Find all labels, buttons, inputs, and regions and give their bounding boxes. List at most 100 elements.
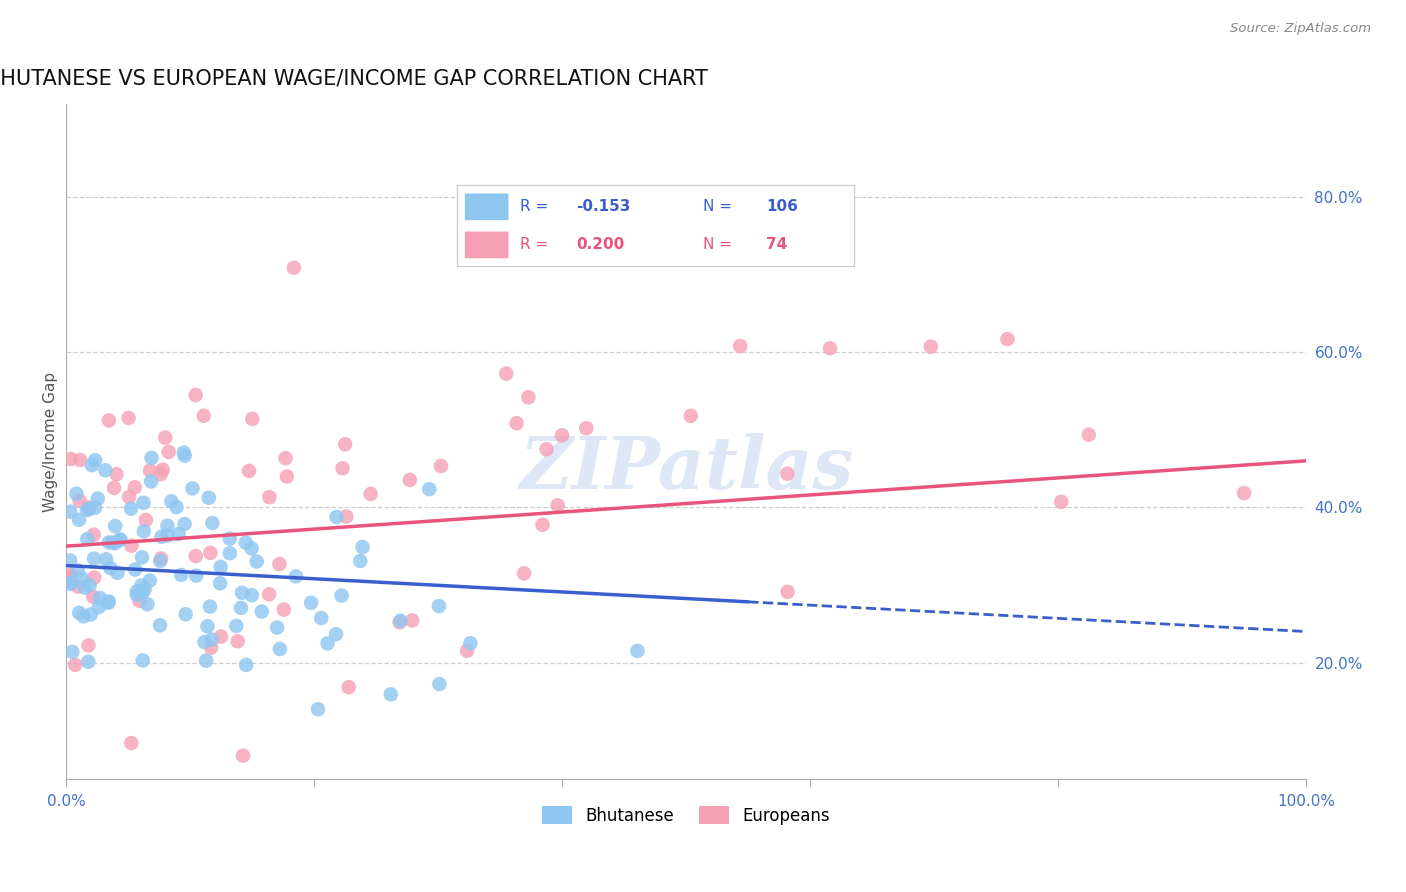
- Point: [124, 562, 146, 576]
- Point: [117, 411, 139, 425]
- Point: [128, 594, 150, 608]
- Point: [149, 467, 172, 482]
- Point: [456, 643, 478, 657]
- Point: [77, 639, 100, 653]
- Point: [209, 576, 232, 591]
- Point: [73, 609, 96, 624]
- Point: [388, 615, 411, 630]
- Point: [132, 496, 155, 510]
- Point: [166, 500, 188, 514]
- Point: [131, 550, 153, 565]
- Point: [197, 619, 219, 633]
- Point: [547, 498, 569, 512]
- Point: [226, 634, 249, 648]
- Text: Source: ZipAtlas.com: Source: ZipAtlas.com: [1230, 22, 1371, 36]
- Point: [136, 597, 159, 611]
- Point: [193, 635, 215, 649]
- Point: [284, 569, 307, 583]
- Point: [132, 653, 155, 667]
- Text: ZIPatlas: ZIPatlas: [519, 433, 853, 504]
- Point: [626, 644, 648, 658]
- Point: [269, 557, 291, 571]
- Point: [174, 607, 197, 622]
- Point: [238, 464, 260, 478]
- Point: [229, 600, 252, 615]
- Point: [149, 618, 172, 632]
- Point: [79, 578, 101, 592]
- Point: [505, 417, 527, 431]
- Point: [107, 566, 129, 580]
- Point: [218, 532, 240, 546]
- Point: [776, 467, 799, 481]
- Point: [59, 577, 82, 591]
- Point: [401, 614, 423, 628]
- Point: [325, 627, 347, 641]
- Point: [118, 490, 141, 504]
- Point: [105, 467, 128, 482]
- Point: [235, 535, 257, 549]
- Point: [156, 518, 179, 533]
- Point: [97, 594, 120, 608]
- Point: [398, 473, 420, 487]
- Point: [1050, 495, 1073, 509]
- Point: [430, 458, 453, 473]
- Point: [104, 536, 127, 550]
- Point: [232, 748, 254, 763]
- Point: [818, 341, 841, 355]
- Point: [69, 453, 91, 467]
- Point: [97, 596, 120, 610]
- Point: [920, 340, 942, 354]
- Point: [76, 503, 98, 517]
- Point: [87, 600, 110, 615]
- Point: [63, 657, 86, 672]
- Point: [173, 449, 195, 463]
- Point: [235, 657, 257, 672]
- Point: [181, 482, 204, 496]
- Point: [283, 260, 305, 275]
- Point: [134, 582, 156, 597]
- Point: [1077, 427, 1099, 442]
- Point: [427, 677, 450, 691]
- Y-axis label: Wage/Income Gap: Wage/Income Gap: [44, 371, 58, 511]
- Point: [150, 530, 173, 544]
- Point: [66, 563, 89, 577]
- Point: [259, 490, 281, 504]
- Point: [73, 581, 96, 595]
- Point: [135, 513, 157, 527]
- Point: [60, 645, 83, 659]
- Point: [82, 590, 104, 604]
- Point: [156, 528, 179, 542]
- Point: [60, 575, 83, 590]
- Point: [335, 437, 357, 451]
- Point: [337, 680, 360, 694]
- Point: [120, 501, 142, 516]
- Point: [59, 504, 82, 518]
- Point: [240, 412, 263, 426]
- Point: [349, 554, 371, 568]
- Point: [173, 516, 195, 531]
- Point: [89, 591, 111, 605]
- Point: [157, 445, 180, 459]
- Point: [225, 619, 247, 633]
- Point: [121, 539, 143, 553]
- Point: [59, 567, 82, 582]
- Point: [240, 588, 263, 602]
- Point: [536, 442, 558, 457]
- Point: [120, 736, 142, 750]
- Point: [132, 585, 155, 599]
- Point: [1233, 486, 1256, 500]
- Point: [200, 546, 222, 560]
- Point: [84, 453, 107, 467]
- Point: [352, 540, 374, 554]
- Point: [139, 475, 162, 489]
- Point: [124, 480, 146, 494]
- Point: [269, 642, 291, 657]
- Point: [101, 535, 124, 549]
- Point: [84, 500, 107, 515]
- Point: [94, 552, 117, 566]
- Point: [325, 510, 347, 524]
- Point: [195, 654, 218, 668]
- Point: [335, 509, 357, 524]
- Text: BHUTANESE VS EUROPEAN WAGE/INCOME GAP CORRELATION CHART: BHUTANESE VS EUROPEAN WAGE/INCOME GAP CO…: [0, 69, 707, 88]
- Point: [460, 636, 482, 650]
